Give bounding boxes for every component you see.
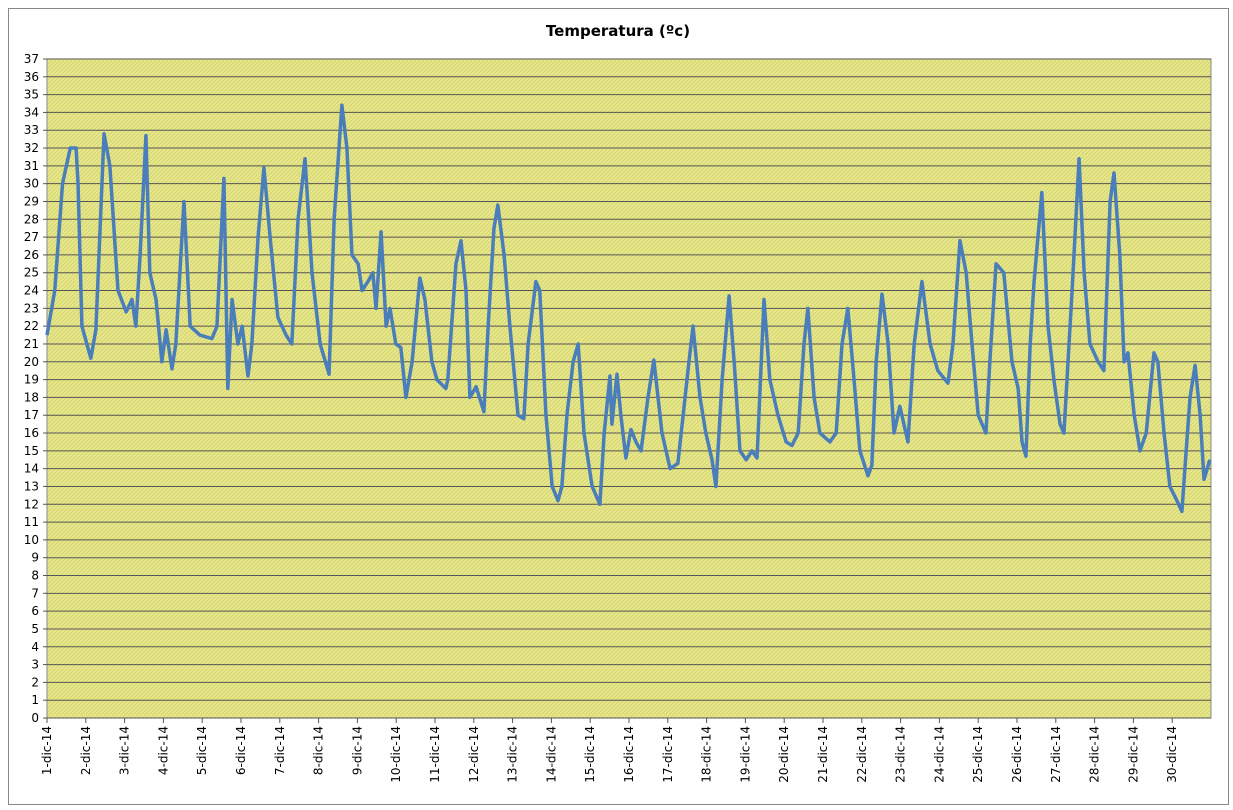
y-tick-label: 31 [24,159,39,173]
x-tick-label: 30-dic-14 [1165,726,1179,783]
y-tick-label: 32 [24,141,39,155]
y-tick-label: 36 [24,70,39,84]
x-tick-label: 29-dic-14 [1126,726,1140,783]
y-tick-label: 15 [24,444,39,458]
y-tick-label: 25 [24,266,39,280]
x-tick-label: 27-dic-14 [1049,726,1063,783]
y-tick-label: 14 [24,462,39,476]
chart-title: Temperatura (ºc) [546,22,690,40]
y-tick-label: 34 [24,105,39,119]
x-tick-label: 9-dic-14 [350,726,364,775]
y-tick-label: 12 [24,497,39,511]
x-tick-label: 4-dic-14 [156,726,170,775]
x-tick-label: 3-dic-14 [118,726,132,775]
x-tick-label: 14-dic-14 [544,726,558,783]
y-tick-label: 16 [24,426,39,440]
y-tick-label: 30 [24,177,39,191]
x-tick-label: 12-dic-14 [467,726,481,783]
temperature-line [45,103,1212,514]
y-tick-label: 13 [24,479,39,493]
x-tick-label: 21-dic-14 [816,726,830,783]
y-tick-label: 24 [24,284,39,298]
x-tick-label: 2-dic-14 [79,726,93,775]
x-tick-label: 19-dic-14 [738,726,752,783]
x-tick-label: 7-dic-14 [273,726,287,775]
y-tick-label: 20 [24,355,39,369]
y-tick-label: 37 [24,52,39,66]
y-tick-label: 23 [24,301,39,315]
x-tick-label: 8-dic-14 [312,726,326,775]
y-tick-label: 19 [24,373,39,387]
plot-area [46,58,1212,719]
y-tick-label: 26 [24,248,39,262]
x-tick-label: 11-dic-14 [428,726,442,783]
y-tick-label: 7 [31,586,39,600]
x-tick-label: 10-dic-14 [389,726,403,783]
y-tick-label: 27 [24,230,39,244]
x-tick-label: 25-dic-14 [971,726,985,783]
x-tick-label: 1-dic-14 [40,726,54,775]
y-tick-label: 35 [24,88,39,102]
y-tick-label: 4 [31,640,39,654]
x-tick-label: 6-dic-14 [234,726,248,775]
y-tick-label: 29 [24,194,39,208]
x-tick-label: 16-dic-14 [622,726,636,783]
y-tick-label: 33 [24,123,39,137]
x-tick-label: 23-dic-14 [894,726,908,783]
y-tick-label: 8 [31,569,39,583]
y-tick-label: 3 [31,658,39,672]
y-tick-label: 9 [31,551,39,565]
x-tick-label: 26-dic-14 [1010,726,1024,783]
x-tick-label: 22-dic-14 [855,726,869,783]
y-tick-label: 10 [24,533,39,547]
y-tick-label: 1 [31,693,39,707]
x-tick-label: 18-dic-14 [700,726,714,783]
y-tick-label: 2 [31,675,39,689]
y-tick-label: 28 [24,212,39,226]
y-tick-label: 18 [24,390,39,404]
y-tick-label: 0 [31,711,39,725]
x-tick-label: 15-dic-14 [583,726,597,783]
y-tick-label: 6 [31,604,39,618]
y-tick-label: 21 [24,337,39,351]
y-tick-label: 11 [24,515,39,529]
y-tick-label: 22 [24,319,39,333]
x-tick-label: 13-dic-14 [506,726,520,783]
x-tick-label: 28-dic-14 [1088,726,1102,783]
x-tick-label: 20-dic-14 [777,726,791,783]
x-tick-label: 17-dic-14 [661,726,675,783]
y-tick-label: 17 [24,408,39,422]
y-tick-label: 5 [31,622,39,636]
x-tick-label: 5-dic-14 [195,726,209,775]
x-tick-label: 24-dic-14 [932,726,946,783]
